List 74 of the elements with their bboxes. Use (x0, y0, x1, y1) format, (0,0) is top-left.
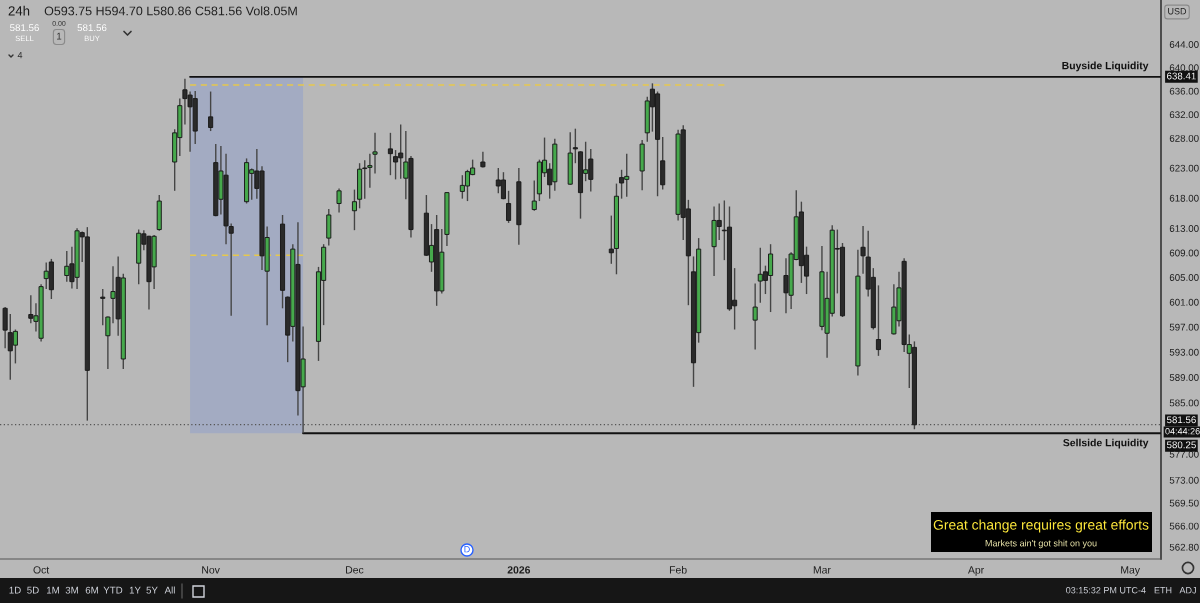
ref-line-label: Buyside Liquidity (1062, 61, 1149, 72)
candlestick (208, 90, 214, 132)
text: 580.25 (1166, 441, 1196, 449)
x-tick-label: Dec (346, 566, 364, 574)
text: 04:44:26 (1165, 428, 1200, 435)
candlestick (619, 169, 625, 200)
y-tick-label: 632.00 (1169, 111, 1199, 119)
text: ADJ (1179, 587, 1196, 594)
y-tick-label: 609.00 (1169, 249, 1199, 257)
annotation: 581.56 (77, 24, 107, 32)
text: 6M (85, 586, 98, 594)
annotation: 581.56 (10, 24, 39, 32)
candlestick (531, 179, 537, 212)
y-tick-label: 644.00 (1169, 41, 1199, 48)
y-tick-label: 593.00 (1169, 348, 1199, 356)
text: 5D (27, 586, 39, 594)
candlestick (660, 136, 666, 191)
x-tick-label: Apr (967, 566, 984, 576)
x-tick-label: Mar (813, 566, 831, 574)
text: 581.56 (1166, 416, 1196, 424)
candlestick (351, 188, 358, 231)
candlestick (326, 208, 332, 247)
candlestick (393, 149, 399, 181)
x-tick-label: Nov (202, 566, 220, 574)
annotation: D (464, 546, 470, 553)
text: 1Y (129, 586, 141, 594)
text: 03:15:32 PM UTC-4 (1066, 587, 1146, 594)
candlestick (336, 187, 342, 214)
y-tick-label: 589.00 (1169, 374, 1199, 381)
annotation: Markets ain't got shit on you (985, 539, 1097, 549)
text: All (164, 586, 175, 594)
text: 638.41 (1167, 72, 1196, 80)
text: 5Y (146, 586, 158, 594)
y-tick-label: 577.00 (1169, 450, 1199, 458)
chart-subtitle: O593.75 H594.70 L580.86 C581.56 Vol8.05M (44, 6, 297, 16)
y-tick-label: 640.00 (1169, 64, 1199, 72)
candlestick (100, 288, 106, 326)
y-tick-label: 636.00 (1169, 87, 1199, 95)
y-tick-label: 618.00 (1169, 194, 1199, 202)
y-tick-label: 623.00 (1169, 164, 1199, 172)
legend-label: Sellside Liquidity (1063, 438, 1149, 449)
y-tick-label: 569.50 (1169, 499, 1199, 507)
candlestick (12, 328, 18, 365)
y-tick-label: 573.00 (1169, 476, 1199, 484)
y-tick-label: 566.00 (1169, 522, 1199, 530)
candlestick (572, 127, 578, 164)
x-tick-label: Oct (33, 566, 50, 574)
chart-title: 24h (8, 5, 30, 16)
candlestick (500, 171, 506, 200)
candlestick (752, 282, 758, 351)
text: 3M (65, 586, 78, 594)
x-tick-label: 2026 (507, 566, 531, 574)
annotation: 4 (17, 52, 23, 59)
text: USD (1168, 8, 1187, 15)
annotation: Great change requires great efforts (933, 519, 1149, 533)
y-tick-label: 613.00 (1169, 225, 1199, 232)
y-tick-label: 562.80 (1169, 543, 1199, 551)
text: YTD (103, 586, 123, 594)
x-tick-label: May (1121, 566, 1140, 576)
text: ETH (1154, 587, 1172, 594)
y-tick-label: 601.00 (1169, 298, 1199, 306)
text: 1M (46, 586, 59, 594)
y-tick-label: 628.00 (1169, 134, 1199, 142)
candlestick (875, 284, 881, 357)
y-tick-label: 605.00 (1169, 274, 1199, 281)
candlestick (387, 132, 393, 176)
y-tick-label: 597.00 (1169, 323, 1199, 331)
annotation: 1 (57, 32, 62, 40)
text: 1D (9, 586, 21, 594)
candlestick (2, 306, 8, 350)
candlestick (464, 169, 471, 202)
y-tick-label: 585.00 (1169, 399, 1199, 407)
x-tick-label: Feb (669, 565, 687, 574)
candlestick (506, 190, 512, 224)
